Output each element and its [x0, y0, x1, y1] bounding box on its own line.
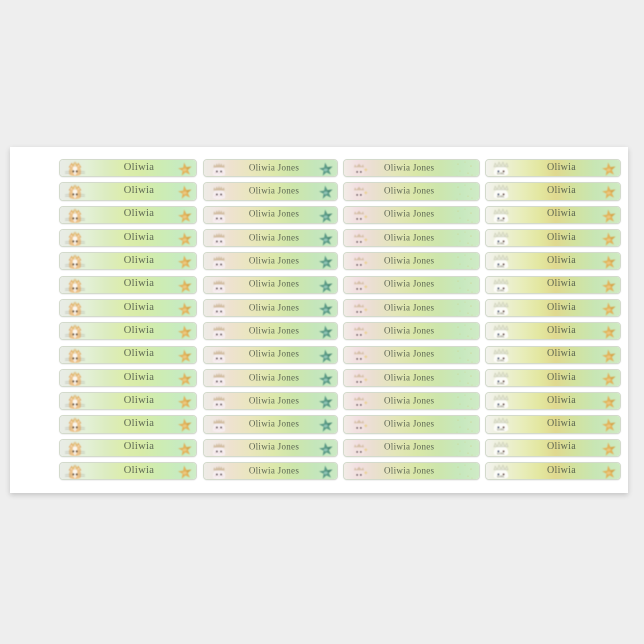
svg-text:GIRL: GIRL [497, 218, 505, 222]
svg-text:GIRL: GIRL [497, 358, 505, 362]
svg-text:GIRL: GIRL [497, 334, 505, 338]
svg-text:GIRL: GIRL [497, 474, 505, 478]
svg-text:GIRL: GIRL [497, 404, 505, 408]
svg-text:GIRL: GIRL [497, 171, 505, 175]
svg-text:GIRL: GIRL [497, 288, 505, 292]
svg-text:GIRL: GIRL [497, 311, 505, 315]
svg-text:GIRL: GIRL [497, 265, 505, 269]
svg-text:GIRL: GIRL [497, 241, 505, 245]
svg-text:GIRL: GIRL [497, 451, 505, 455]
svg-text:GIRL: GIRL [497, 381, 505, 385]
svg-text:GIRL: GIRL [497, 195, 505, 199]
svg-text:GIRL: GIRL [497, 428, 505, 432]
